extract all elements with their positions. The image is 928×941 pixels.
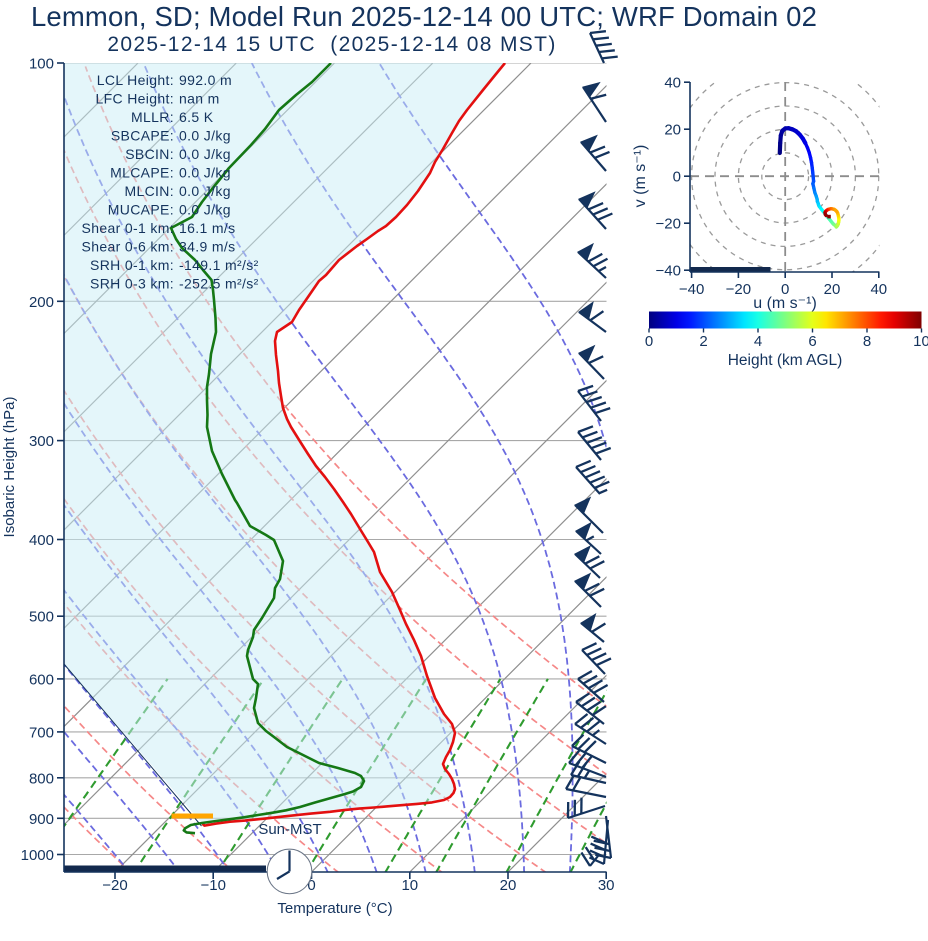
svg-text:-252.5 m²/s²: -252.5 m²/s²	[179, 276, 259, 292]
svg-text:10: 10	[913, 333, 928, 350]
svg-text:10: 10	[401, 877, 418, 894]
svg-text:20: 20	[824, 281, 841, 298]
svg-text:−40: −40	[679, 281, 704, 298]
svg-text:Shear 0-6 km:: Shear 0-6 km:	[82, 239, 174, 255]
svg-text:MLCIN:: MLCIN:	[124, 183, 174, 199]
svg-text:400: 400	[29, 532, 54, 549]
svg-text:8: 8	[863, 333, 871, 350]
svg-text:u (m s⁻¹): u (m s⁻¹)	[753, 295, 817, 312]
svg-text:Height (km AGL): Height (km AGL)	[728, 352, 843, 369]
svg-text:992.0 m: 992.0 m	[179, 72, 232, 88]
svg-text:0: 0	[645, 333, 653, 350]
svg-text:LCL Height:: LCL Height:	[97, 72, 174, 88]
svg-text:30: 30	[598, 877, 615, 894]
svg-text:SBCIN:: SBCIN:	[125, 146, 174, 162]
svg-text:SBCAPE:: SBCAPE:	[111, 128, 174, 144]
svg-text:100: 100	[29, 56, 54, 73]
svg-text:900: 900	[29, 811, 54, 828]
svg-text:0.0 J/kg: 0.0 J/kg	[179, 165, 231, 181]
svg-text:2025-12-14 15 UTC (2025-12-14: 2025-12-14 15 UTC (2025-12-14 08 MST)	[107, 33, 556, 56]
svg-text:Isobaric Height (hPa): Isobaric Height (hPa)	[1, 397, 18, 538]
svg-text:40: 40	[664, 75, 681, 92]
svg-text:0.0 J/kg: 0.0 J/kg	[179, 128, 231, 144]
svg-text:0: 0	[673, 169, 681, 186]
svg-text:LFC Height:: LFC Height:	[95, 91, 174, 107]
svg-text:20: 20	[500, 877, 517, 894]
svg-text:MLCAPE:: MLCAPE:	[110, 165, 174, 181]
svg-text:200: 200	[29, 294, 54, 311]
svg-text:SRH 0-3 km:: SRH 0-3 km:	[90, 276, 174, 292]
svg-text:nan m: nan m	[179, 91, 220, 107]
svg-text:-149.1 m²/s²: -149.1 m²/s²	[179, 257, 259, 273]
svg-text:2: 2	[699, 333, 707, 350]
svg-text:0.0 J/kg: 0.0 J/kg	[179, 183, 231, 199]
svg-text:Shear 0-1 km:: Shear 0-1 km:	[82, 220, 174, 236]
svg-text:−20: −20	[656, 216, 681, 233]
svg-text:Sun-MST: Sun-MST	[258, 821, 321, 838]
svg-text:−10: −10	[200, 877, 225, 894]
svg-text:SRH 0-1 km:: SRH 0-1 km:	[90, 257, 174, 273]
svg-text:300: 300	[29, 433, 54, 450]
svg-text:500: 500	[29, 609, 54, 626]
svg-text:0.0 J/kg: 0.0 J/kg	[179, 202, 231, 218]
svg-text:40: 40	[870, 281, 887, 298]
svg-text:20: 20	[664, 122, 681, 139]
svg-text:6.5 K: 6.5 K	[179, 109, 214, 125]
svg-text:−20: −20	[726, 281, 751, 298]
svg-text:4: 4	[754, 333, 762, 350]
svg-text:MLLR:: MLLR:	[131, 109, 174, 125]
svg-text:1000: 1000	[21, 847, 54, 864]
svg-text:600: 600	[29, 671, 54, 688]
svg-text:34.9 m/s: 34.9 m/s	[179, 239, 236, 255]
svg-text:Temperature (°C): Temperature (°C)	[277, 900, 392, 917]
svg-text:700: 700	[29, 724, 54, 741]
svg-text:Lemmon, SD; Model Run 2025-12-: Lemmon, SD; Model Run 2025-12-14 00 UTC;…	[31, 1, 817, 32]
svg-text:v (m s⁻¹): v (m s⁻¹)	[632, 145, 649, 208]
svg-text:−20: −20	[102, 877, 127, 894]
svg-text:16.1 m/s: 16.1 m/s	[179, 220, 236, 236]
svg-text:MUCAPE:: MUCAPE:	[108, 202, 174, 218]
svg-text:0.0 J/kg: 0.0 J/kg	[179, 146, 231, 162]
svg-text:800: 800	[29, 770, 54, 787]
svg-text:6: 6	[808, 333, 816, 350]
svg-text:−40: −40	[656, 263, 681, 280]
